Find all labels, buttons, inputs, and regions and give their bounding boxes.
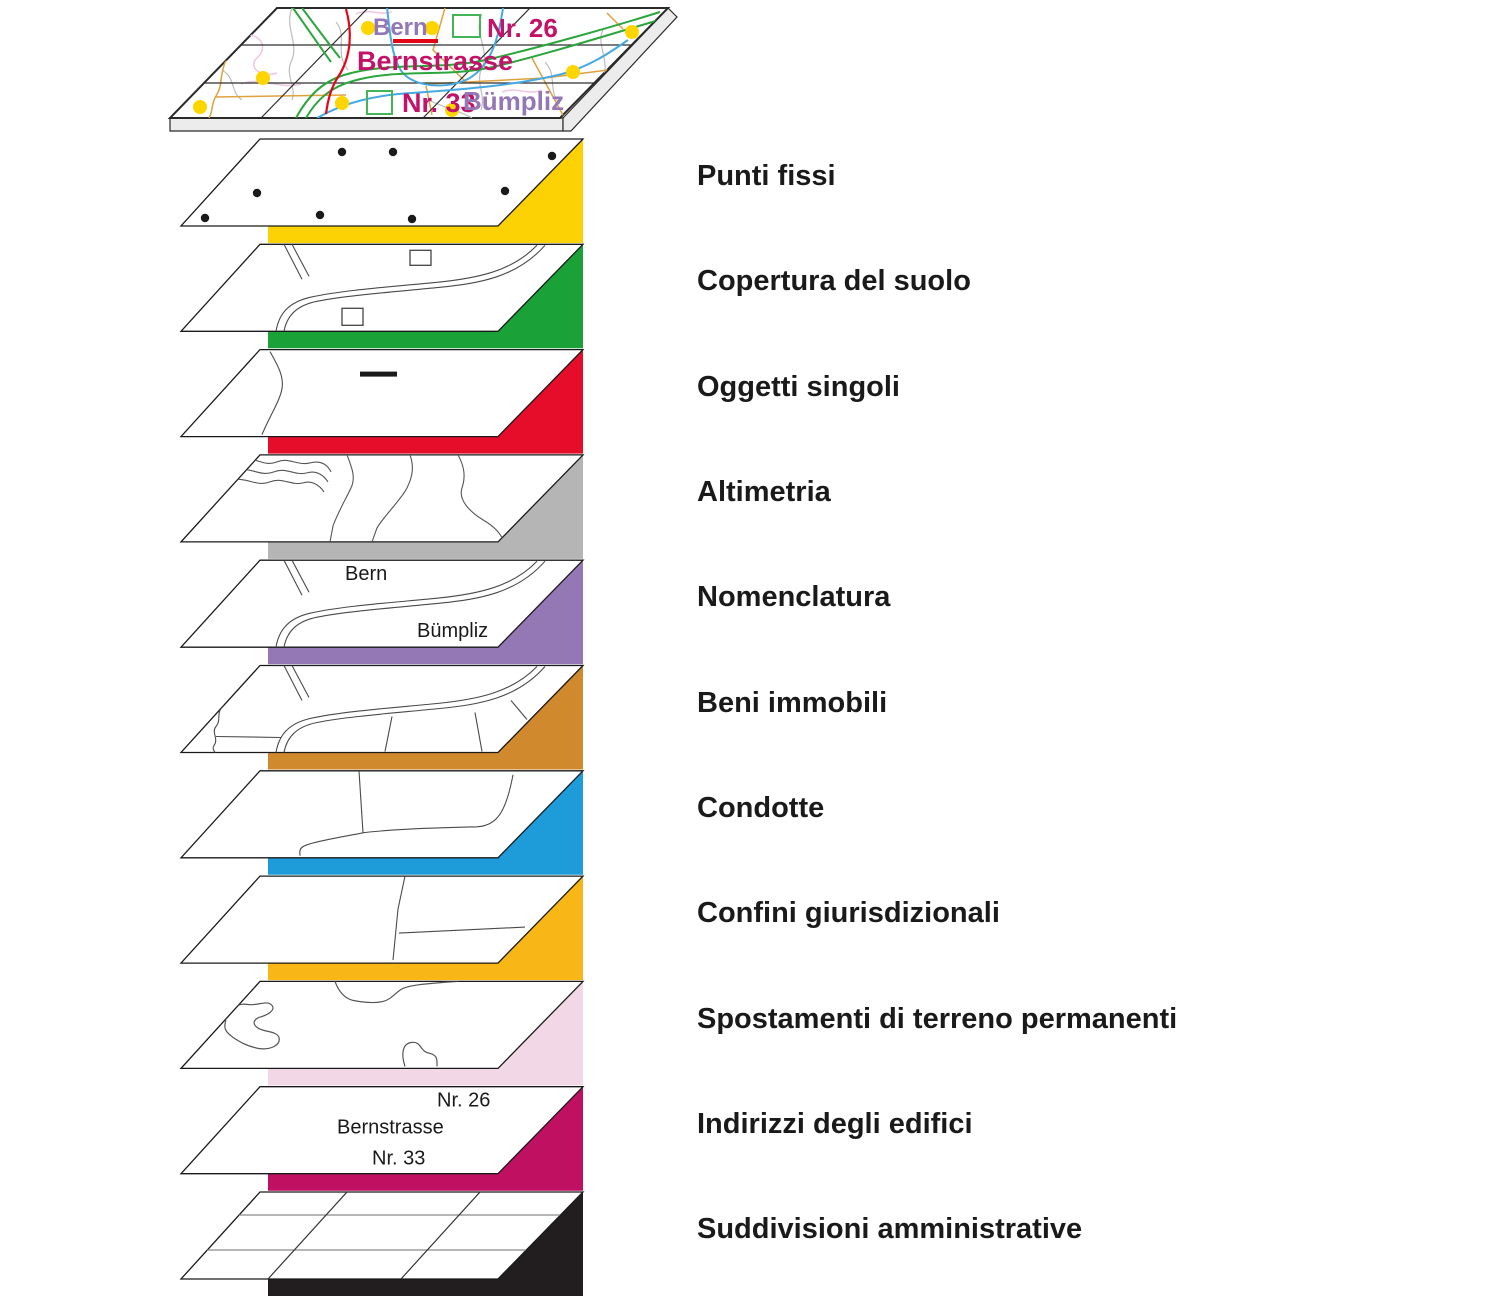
map-label-nr33: Nr. 33: [402, 88, 476, 118]
layer-side-color: [268, 139, 583, 243]
layer-artwork-contours: [225, 454, 505, 542]
layer-label-copertura-del-suolo: Copertura del suolo: [697, 265, 971, 297]
layer-nomenclatura: Bern Bümpliz: [179, 559, 585, 665]
layer-altimetria: [179, 454, 585, 559]
layer-artwork-land-cover: [275, 244, 546, 332]
layer-face: [179, 1086, 585, 1175]
layer-oggetti-singoli: [179, 348, 585, 454]
layer-copertura-del-suolo: [179, 243, 585, 349]
map-admin-lines: [204, 8, 632, 118]
layer-indirizzi-degli-edifici: Nr. 26 Bernstrasse Nr. 33: [179, 1086, 585, 1191]
layer-artwork-admin-grid: [207, 1192, 560, 1279]
layer-condotte: [179, 770, 585, 875]
layer-suddivisioni-amministrative: [179, 1191, 585, 1296]
layer-spostamenti-di-terreno-permanenti: [179, 980, 585, 1086]
layer-punti-fissi: [179, 138, 585, 243]
layer-side-color: [268, 454, 583, 559]
layer-text-bern: Bern: [345, 563, 387, 585]
layer-side-color: [268, 1192, 583, 1296]
combined-map-slab: Bern Nr. 26 Bernstrasse Nr. 33 Bümpliz: [167, 7, 678, 132]
layer-face: [179, 1191, 585, 1280]
layer-artwork-addresses: Nr. 26 Bernstrasse Nr. 33: [337, 1090, 490, 1170]
layer-face: [179, 980, 585, 1070]
map-content: Bern Nr. 26 Bernstrasse Nr. 33 Bümpliz: [193, 8, 667, 118]
map-slab-face: [167, 7, 671, 119]
layer-artwork-terrain-shifts: [224, 981, 459, 1067]
map-label-nr26: Nr. 26: [487, 13, 558, 43]
map-single-object-line: [324, 8, 351, 115]
layer-label-oggetti-singoli: Oggetti singoli: [697, 371, 900, 403]
map-label-bernstrasse: Bernstrasse: [357, 46, 513, 76]
layer-label-nomenclatura: Nomenclatura: [697, 581, 891, 613]
layer-label-beni-immobili: Beni immobili: [697, 687, 887, 719]
layer-side-color: [268, 349, 583, 454]
layer-label-punti-fissi: Punti fissi: [697, 160, 836, 192]
layer-artwork-real-estate: [212, 665, 546, 753]
layer-face: [179, 770, 585, 859]
layer-label-suddivisioni: Suddivisioni amministrative: [697, 1213, 1082, 1245]
layer-label-indirizzi: Indirizzi degli edifici: [697, 1108, 973, 1140]
layer-side-color: [268, 560, 583, 665]
layer-text-nr26: Nr. 26: [437, 1090, 490, 1112]
layer-artwork-fixed-points: [200, 147, 557, 224]
layer-label-confini-giurisdizionali: Confini giurisdizionali: [697, 897, 1000, 929]
layer-face: [179, 348, 585, 438]
layer-side-color: [268, 981, 583, 1086]
map-label-bern: Bern: [373, 14, 428, 41]
map-label-buempliz: Bümpliz: [463, 86, 564, 116]
layer-beni-immobili: [179, 664, 585, 770]
layer-labels: Punti fissi Copertura del suolo Oggetti …: [697, 160, 1177, 1245]
layer-artwork-single-objects: [261, 351, 397, 435]
layer-artwork-pipelines: [299, 770, 514, 856]
map-building-squares: [366, 14, 481, 115]
layer-label-altimetria: Altimetria: [697, 476, 832, 508]
layer-text-nr33: Nr. 33: [372, 1148, 425, 1170]
map-road-lines: [292, 8, 667, 118]
layer-side-color: [268, 1086, 583, 1191]
layer-artwork-nomenclature: Bern Bümpliz: [275, 560, 546, 648]
layer-label-condotte: Condotte: [697, 792, 824, 824]
layer-side-color: [268, 244, 583, 349]
layer-face: [179, 138, 585, 227]
layer-label-spostamenti: Spostamenti di terreno permanenti: [697, 1003, 1177, 1035]
layer-confini-giurisdizionali: [179, 875, 585, 981]
map-pipe-lines: [316, 8, 629, 118]
map-fixed-point-dots: [193, 21, 639, 117]
layer-side-color: [268, 665, 583, 770]
layer-artwork-boundaries: [392, 876, 526, 961]
layer-face: [179, 875, 585, 964]
layer-side-color: [268, 770, 583, 875]
layer-text-buempliz: Bümpliz: [417, 620, 488, 642]
layer-side-color: [268, 876, 583, 981]
layer-text-bernstrasse: Bernstrasse: [337, 1117, 444, 1139]
map-slab-front-edge: [169, 117, 564, 132]
